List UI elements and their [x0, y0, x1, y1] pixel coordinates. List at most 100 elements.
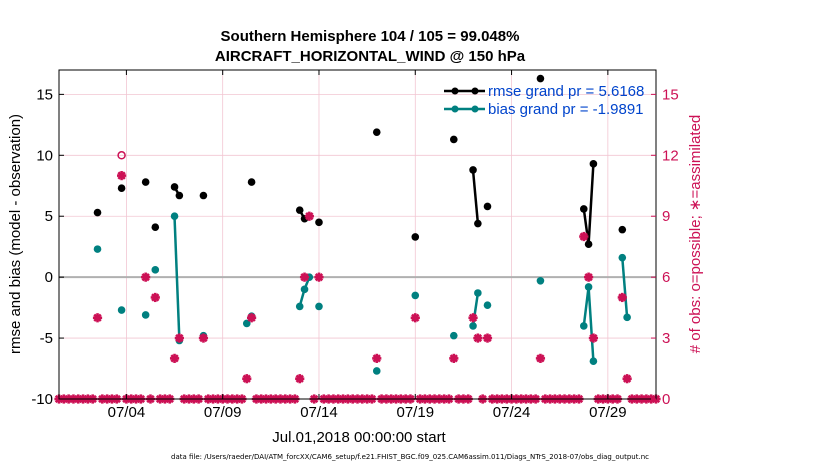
- rmse-point: [372, 128, 381, 136]
- legend-bias-marker: [451, 105, 459, 113]
- assimilated-core: [248, 315, 255, 321]
- plot-area: [59, 70, 656, 399]
- bias-point: [411, 291, 420, 300]
- y-tick-label-left: 0: [45, 269, 53, 286]
- legend-bias-marker: [471, 105, 479, 113]
- rmse-point: [618, 225, 627, 234]
- assimilated-point: [295, 374, 305, 384]
- assimilated-core: [94, 315, 101, 321]
- y-tick-label-right: 3: [662, 330, 670, 347]
- assimilated-core: [412, 315, 418, 321]
- assimilated-point: [246, 313, 257, 323]
- rmse-point: [247, 178, 256, 186]
- assimilated-core: [475, 335, 481, 341]
- assimilated-point: [410, 313, 420, 323]
- bias-point: [372, 367, 381, 375]
- assimilated-point: [174, 333, 184, 343]
- bias-point: [623, 313, 631, 322]
- assimilated-point: [372, 353, 382, 363]
- assimilated-point: [314, 272, 324, 282]
- assimilated-core: [484, 335, 491, 341]
- rmse-point: [141, 178, 150, 186]
- assimilated-core: [585, 274, 592, 280]
- rmse-point: [584, 240, 593, 249]
- x-tick-label: 07/24: [493, 404, 531, 421]
- bias-point: [170, 212, 179, 221]
- rmse-point: [536, 74, 545, 83]
- assimilated-point: [141, 272, 151, 282]
- assimilated-point: [92, 313, 103, 323]
- assimilated-point: [579, 231, 589, 242]
- rmse-line: [471, 169, 480, 224]
- assimilated-point: [473, 333, 483, 343]
- bias-point: [93, 245, 102, 253]
- possible-point: [117, 151, 126, 160]
- y-axis-label-right: # of obs: o=possible; ∗=assimilated: [687, 115, 704, 354]
- assimilated-core: [200, 335, 207, 341]
- assimilated-core: [118, 173, 125, 179]
- legend-rmse-marker: [471, 87, 479, 95]
- x-tick-label: 07/29: [589, 404, 627, 421]
- legend-rmse-label: rmse grand pr = 5.6168: [488, 83, 644, 100]
- assimilated-core: [171, 355, 178, 361]
- bias-point: [584, 283, 593, 291]
- plot-frame: [58, 69, 657, 400]
- assimilated-core: [537, 355, 544, 361]
- y-tick-label-right: 12: [662, 147, 679, 164]
- bias-point: [151, 266, 160, 274]
- rmse-point: [93, 208, 102, 217]
- assimilated-core: [374, 355, 380, 361]
- bias-point: [618, 253, 627, 262]
- footer-datafile: data file: /Users/raeder/DAI/ATM_forcXX/…: [171, 453, 649, 461]
- legend-bias-label: bias grand pr = -1.9891: [488, 101, 644, 118]
- chart-title-line1: Southern Hemisphere 104 / 105 = 99.048%: [221, 28, 520, 45]
- bias-line: [173, 216, 181, 341]
- x-tick-label: 07/09: [204, 404, 242, 421]
- y-tick-label-right: 9: [662, 208, 670, 225]
- rmse-point: [295, 206, 304, 214]
- assimilated-core: [451, 355, 457, 361]
- assimilated-core: [301, 274, 308, 280]
- bias-point: [242, 319, 251, 328]
- x-tick-label: 07/19: [397, 404, 435, 421]
- assimilated-point: [468, 313, 478, 323]
- assimilated-point: [449, 353, 459, 363]
- assimilated-point: [588, 333, 599, 343]
- axes-layer: 07/04 07/09 07/14 07/19 07/24 07/29 -10 -5 0 5 10 1…: [31, 70, 679, 421]
- assimilated-point: [617, 292, 627, 303]
- y-tick-label-right: 15: [662, 86, 679, 103]
- bias-point: [300, 285, 309, 294]
- bias-point: [315, 302, 323, 311]
- rmse-point: [474, 219, 482, 228]
- bias-point: [483, 301, 492, 309]
- assimilated-core: [470, 315, 476, 321]
- bias-point: [579, 322, 588, 330]
- y-tick-label-right: 6: [662, 269, 670, 286]
- rmse-point: [199, 191, 208, 200]
- x-axis-label: Jul.01,2018 00:00:00 start: [272, 429, 446, 446]
- assimilated-point: [304, 211, 314, 221]
- rmse-point: [449, 135, 458, 144]
- bias-point: [295, 302, 304, 311]
- assimilated-point: [150, 292, 160, 303]
- y-tick-label-left: -10: [31, 391, 53, 408]
- assimilated-core: [306, 213, 312, 219]
- assimilated-core: [152, 294, 158, 301]
- assimilated-core: [143, 274, 149, 280]
- assimilated-point: [622, 374, 632, 384]
- assimilated-point: [482, 333, 493, 343]
- rmse-point: [469, 166, 477, 174]
- assimilated-core: [297, 376, 303, 382]
- x-tick-label: 07/14: [300, 404, 338, 421]
- rmse-point: [170, 183, 179, 191]
- rmse-point: [117, 184, 126, 192]
- assimilated-point: [242, 374, 252, 384]
- assimilated-core: [176, 335, 182, 341]
- bias-point: [469, 322, 477, 330]
- y-tick-label-left: 5: [45, 208, 53, 225]
- legend: rmse grand pr = 5.6168 bias grand pr = -…: [444, 83, 644, 118]
- x-tick-label: 07/04: [108, 404, 146, 421]
- bias-point: [141, 311, 150, 319]
- assimilated-core: [581, 233, 587, 240]
